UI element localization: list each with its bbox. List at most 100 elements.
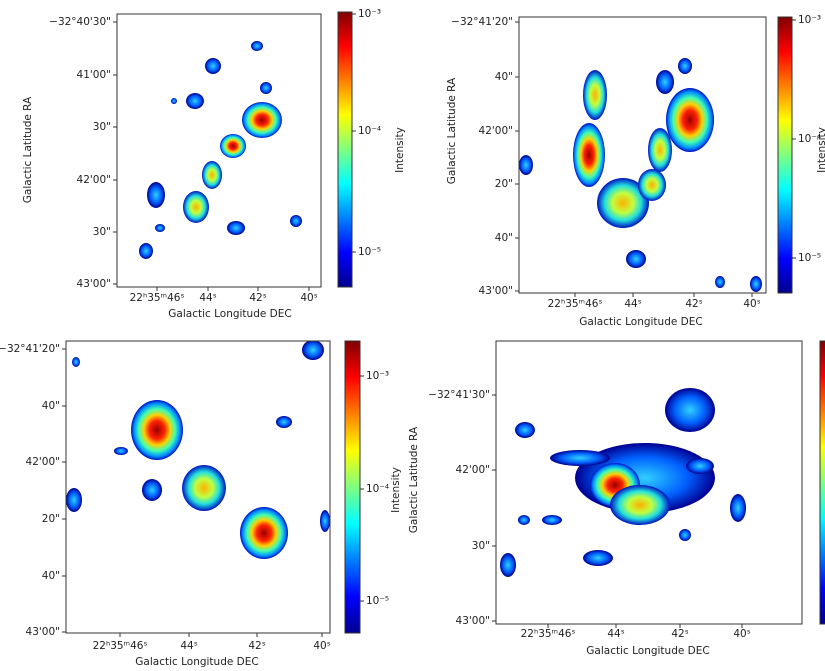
emission-blob [66,488,82,512]
axes-frame [518,16,767,294]
emission-blob [276,416,292,428]
emission-blob [205,58,221,74]
emission-blob [183,191,209,223]
y-axis-label: Galactic Latitude RA [408,426,420,533]
emission-blob [227,221,245,235]
emission-blob [597,178,649,228]
y-tick-label: 42'00" [456,464,490,476]
axes-border [495,340,803,625]
x-tick-label: 44ˢ [624,298,641,310]
emission-blob [182,465,226,511]
y-tick-label: 43'00" [456,615,490,627]
x-axis-label: Galactic Longitude DEC [586,645,709,657]
axes-border [518,16,767,294]
emission-blob [573,123,605,187]
y-tick-label: 42'00" [26,456,60,468]
emission-blob [147,182,165,208]
axes-border [65,340,331,634]
colorbar [344,340,361,634]
colorbar-tick-label: 10⁻⁴ [358,125,381,137]
emission-blob [730,494,746,522]
emission-blob [656,70,674,94]
x-tick-label: 44ˢ [180,640,197,652]
emission-blob [686,458,714,474]
y-tick-label: 40" [42,570,60,582]
colorbar-tick-label: 10⁻⁵ [366,595,389,607]
y-tick-label: 42'00" [77,174,111,186]
image [519,58,762,292]
y-tick-label: 30" [93,121,111,133]
emission-blob [142,479,162,501]
y-tick-label: 42'00" [479,125,513,137]
y-tick-label: 43'00" [479,285,513,297]
emission-blob [583,70,607,120]
x-tick-label: 44ˢ [607,628,624,640]
y-tick-label: 40" [495,232,513,244]
emission-blob [155,224,165,232]
x-tick-label: 42ˢ [685,298,702,310]
x-tick-label: 40ˢ [743,298,760,310]
emission-blob [583,550,613,566]
colorbar-tick-label: 10⁻³ [358,8,381,20]
x-tick-label: 40ˢ [313,640,330,652]
y-tick-label: 40" [42,400,60,412]
emission-blob [171,98,177,104]
emission-blob [500,553,516,577]
emission-blob [302,341,324,360]
colorbar-tick-label: 10⁻⁵ [358,246,381,258]
emission-blob [666,88,714,152]
colorbar-tick-label: 10⁻⁵ [798,252,821,264]
axes-border [116,13,322,288]
colorbar-tick-label: 10⁻³ [366,370,389,382]
emission-blob [542,515,562,525]
x-tick-label: 40ˢ [733,628,750,640]
colorbar [337,11,353,288]
emission-blob [139,243,153,259]
emission-blob [186,93,204,109]
y-tick-label: 20" [42,513,60,525]
emission-blob [114,447,128,455]
emission-blob [72,357,80,367]
y-tick-label: 30" [472,540,490,552]
emission-blob [678,58,692,74]
x-axis-label: Galactic Longitude DEC [168,308,291,320]
emission-blob [260,82,272,94]
colorbar-tick-label: 10⁻⁴ [366,483,389,495]
image [139,41,302,259]
x-tick-label: 44ˢ [199,292,216,304]
colorbar-tick-label: 10⁻³ [798,14,821,26]
x-tick-label: 42ˢ [671,628,688,640]
y-tick-label: 41'00" [77,69,111,81]
y-tick-label: −32°41'20" [0,343,60,355]
colorbar-label: Intensity [394,127,406,173]
y-tick-label: 40" [495,71,513,83]
x-tick-label: 22ʰ35ᵐ46ˢ [521,628,576,640]
axes-frame [116,13,322,288]
y-tick-label: 43'00" [77,278,111,290]
x-tick-label: 22ʰ35ᵐ46ˢ [130,292,185,304]
y-tick-label: 43'00" [26,626,60,638]
emission-blob [251,41,263,51]
y-tick-label: −32°41'30" [428,389,490,401]
emission-blob [320,510,330,532]
colorbar-tick-label: 10⁻⁴ [798,133,821,145]
emission-blob [202,161,222,189]
x-axis-label: Galactic Longitude DEC [579,316,702,328]
y-axis-label: Galactic Latitude RA [22,96,34,203]
colorbar [819,340,825,625]
x-axis-label: Galactic Longitude DEC [135,656,258,668]
emission-blob [648,128,672,172]
emission-blob [242,102,282,138]
colorbar-label: Intensity [816,127,825,173]
colorbar [777,16,793,294]
x-tick-label: 22ʰ35ᵐ46ˢ [93,640,148,652]
emission-blob [610,485,670,525]
x-tick-label: 40ˢ [300,292,317,304]
emission-blob [750,276,762,292]
y-axis-label: Galactic Latitude RA [446,77,458,184]
emission-blob [519,155,533,175]
emission-blob [240,507,288,559]
emission-blob [626,250,646,268]
emission-blob [715,276,725,288]
colorbar-label: Intensity [390,467,402,513]
